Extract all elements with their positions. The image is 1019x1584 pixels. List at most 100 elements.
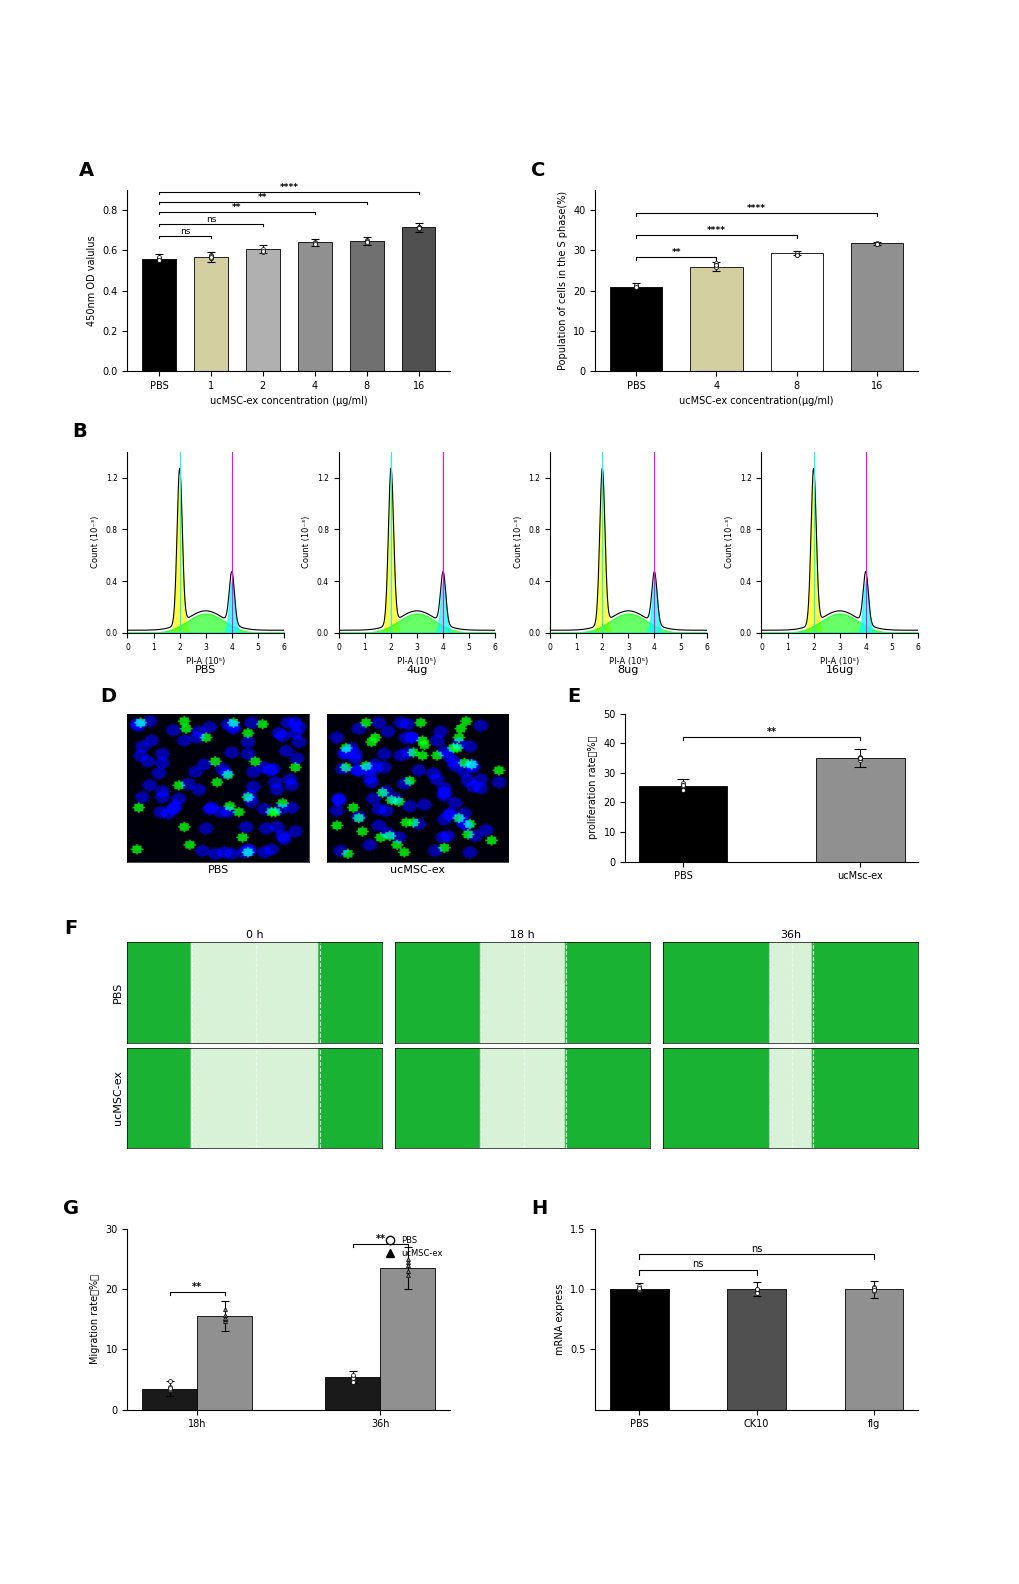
Point [255,239,271,265]
Point [399,1247,416,1272]
Point [344,1364,361,1389]
X-axis label: PI-A (10⁵): PI-A (10⁵) [608,657,647,667]
Bar [325,1376,380,1410]
Point [399,1259,416,1285]
Point [707,253,723,279]
Text: G: G [63,1199,79,1218]
Point [399,1262,416,1288]
Y-axis label: mRNA express: mRNA express [554,1283,565,1354]
Text: ns: ns [206,215,216,223]
Point [410,215,426,241]
Title: 0 h: 0 h [246,930,264,941]
Point [151,247,167,272]
Y-axis label: proliferation rate（%）: proliferation rate（%） [587,737,597,840]
Bar [690,266,742,371]
Point [359,230,375,255]
Point [399,1250,416,1275]
Text: 8ug: 8ug [618,665,639,675]
Bar [844,1289,903,1410]
Point [151,247,167,272]
Text: ucMSC-ex: ucMSC-ex [389,865,444,876]
Point [161,1376,177,1402]
Bar [638,786,727,862]
Point [852,746,868,771]
X-axis label: ucMSC-ex concentration (μg/ml): ucMSC-ex concentration (μg/ml) [210,396,367,407]
Text: **: ** [258,193,267,201]
Point [748,1278,764,1304]
Text: ****: **** [706,227,726,234]
Text: ****: **** [279,182,298,192]
Point [216,1307,232,1332]
Point [307,230,323,255]
Point [344,1367,361,1392]
Point [161,1369,177,1394]
Point [707,252,723,277]
Point [852,748,868,773]
Point [865,1277,881,1302]
Point [852,744,868,770]
Point [307,231,323,257]
Bar [246,249,279,371]
Point [359,228,375,253]
Text: ns: ns [750,1243,761,1253]
Point [359,227,375,252]
Point [631,1277,647,1302]
X-axis label: PI-A (10⁵): PI-A (10⁵) [819,657,859,667]
Point [675,773,691,798]
Bar [770,253,822,371]
Point [255,236,271,261]
Point [868,231,884,257]
Y-axis label: Migration rate（%）: Migration rate（%） [90,1274,100,1364]
Bar [609,287,661,371]
Point [344,1362,361,1388]
Legend: PBS, ucMSC-ex: PBS, ucMSC-ex [382,1232,445,1262]
Text: **: ** [375,1234,385,1243]
Point [707,250,723,276]
X-axis label: PI-A (10⁵): PI-A (10⁵) [397,657,436,667]
Bar [380,1267,435,1410]
Point [675,771,691,797]
Point [675,776,691,802]
Point [161,1375,177,1400]
Point [203,244,219,269]
Point [852,744,868,770]
Point [628,274,644,299]
Point [359,230,375,255]
Point [410,215,426,241]
Point [631,1277,647,1302]
Bar [197,1316,252,1410]
Point [675,771,691,797]
Text: PBS: PBS [195,665,216,675]
Bar [142,1389,197,1410]
Point [216,1302,232,1327]
Point [344,1365,361,1391]
Text: ns: ns [692,1259,703,1269]
Point [216,1308,232,1334]
Point [203,242,219,268]
Point [151,244,167,269]
Point [399,1253,416,1278]
Text: C: C [530,160,545,179]
Point [628,272,644,298]
Title: 36h: 36h [780,930,800,941]
Bar [350,241,383,371]
Y-axis label: PBS: PBS [113,982,123,1003]
Point [631,1275,647,1300]
X-axis label: PI-A (10⁵): PI-A (10⁵) [185,657,225,667]
Point [865,1274,881,1299]
Point [707,255,723,280]
Text: A: A [79,160,94,179]
Bar [727,1289,786,1410]
Text: ****: **** [747,204,765,212]
Point [151,246,167,271]
Point [161,1375,177,1400]
Point [748,1277,764,1302]
Point [216,1296,232,1321]
Point [628,274,644,299]
Y-axis label: Count (10⁻³): Count (10⁻³) [302,516,311,569]
Point [161,1376,177,1402]
Text: E: E [567,687,580,706]
Point [255,239,271,265]
Point [307,231,323,257]
Point [675,770,691,795]
